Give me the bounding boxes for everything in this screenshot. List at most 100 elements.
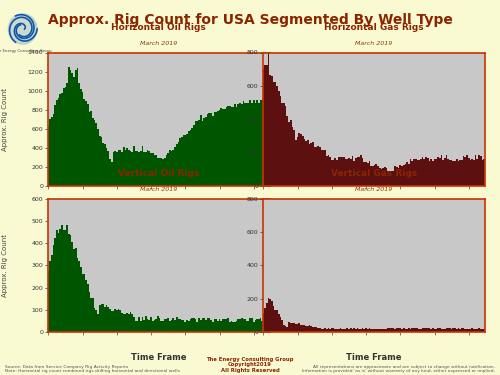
Bar — [308, 144, 310, 186]
Bar — [76, 258, 78, 332]
Bar — [159, 158, 160, 186]
Bar — [60, 94, 61, 186]
Bar — [474, 155, 476, 186]
Bar — [442, 329, 444, 332]
Bar — [130, 151, 132, 186]
Bar — [343, 158, 344, 186]
Bar — [217, 111, 218, 186]
Bar — [436, 159, 437, 186]
Bar — [160, 321, 162, 332]
Bar — [51, 117, 52, 186]
Bar — [319, 327, 320, 332]
Bar — [241, 318, 242, 332]
Bar — [256, 319, 258, 332]
Bar — [374, 329, 376, 332]
Text: Source: Data from Service Company Rig Activity Reports
Note: Horizontal rig coun: Source: Data from Service Company Rig Ac… — [5, 364, 180, 373]
Bar — [135, 151, 136, 186]
Bar — [116, 310, 117, 332]
Bar — [463, 156, 464, 186]
Bar — [109, 309, 111, 332]
Text: All representations are approximate and are subject to change without notificati: All representations are approximate and … — [302, 364, 495, 373]
Bar — [193, 318, 194, 332]
Bar — [376, 329, 377, 332]
Bar — [251, 104, 253, 186]
Bar — [63, 88, 64, 186]
Bar — [312, 142, 314, 186]
Bar — [120, 310, 121, 332]
Bar — [84, 274, 85, 332]
Bar — [374, 165, 376, 186]
Bar — [100, 137, 102, 186]
Bar — [406, 329, 408, 332]
Bar — [427, 328, 428, 332]
Bar — [343, 328, 344, 332]
Bar — [239, 319, 241, 332]
Bar — [164, 319, 166, 332]
Bar — [48, 126, 49, 186]
Bar — [80, 267, 82, 332]
Bar — [212, 322, 214, 332]
Bar — [251, 318, 253, 332]
Bar — [286, 327, 288, 332]
Bar — [68, 234, 70, 332]
Bar — [282, 320, 283, 332]
Bar — [372, 329, 374, 332]
Bar — [64, 230, 66, 332]
Bar — [227, 106, 229, 186]
Bar — [408, 164, 410, 186]
Bar — [263, 102, 265, 186]
Bar — [75, 249, 76, 332]
Bar — [439, 328, 440, 332]
Bar — [217, 321, 218, 332]
Bar — [331, 160, 332, 186]
Bar — [234, 104, 236, 186]
Bar — [75, 70, 76, 186]
Bar — [329, 157, 331, 186]
Bar — [352, 156, 353, 186]
Bar — [425, 328, 427, 332]
Bar — [196, 121, 198, 186]
Bar — [398, 328, 400, 332]
Bar — [147, 150, 148, 186]
Bar — [248, 103, 250, 186]
Bar — [484, 159, 485, 186]
Bar — [353, 161, 355, 186]
Bar — [416, 328, 418, 332]
Bar — [178, 142, 180, 186]
Bar — [319, 147, 320, 186]
Bar — [52, 114, 54, 186]
Bar — [400, 165, 401, 186]
Bar — [236, 321, 238, 332]
Bar — [348, 329, 350, 332]
Bar — [434, 159, 436, 186]
Bar — [63, 230, 64, 332]
Bar — [346, 159, 348, 186]
Bar — [300, 134, 302, 186]
Bar — [474, 329, 476, 332]
Bar — [300, 325, 302, 332]
Bar — [329, 329, 331, 332]
Bar — [401, 329, 403, 332]
Bar — [112, 311, 114, 332]
Bar — [365, 328, 367, 332]
Bar — [266, 100, 268, 186]
Bar — [442, 160, 444, 186]
Bar — [478, 155, 480, 186]
Bar — [484, 329, 485, 332]
Bar — [288, 322, 290, 332]
Bar — [234, 322, 236, 332]
Bar — [198, 318, 200, 332]
Bar — [306, 326, 307, 332]
Bar — [262, 69, 264, 186]
Bar — [294, 323, 295, 332]
Bar — [268, 53, 270, 186]
Bar — [428, 160, 430, 186]
Bar — [152, 321, 154, 332]
Bar — [85, 101, 87, 186]
Text: Approx. Rig Count: Approx. Rig Count — [2, 88, 8, 150]
Bar — [198, 120, 200, 186]
Bar — [404, 164, 406, 186]
Bar — [124, 150, 126, 186]
Bar — [270, 298, 271, 332]
Bar — [473, 160, 474, 186]
